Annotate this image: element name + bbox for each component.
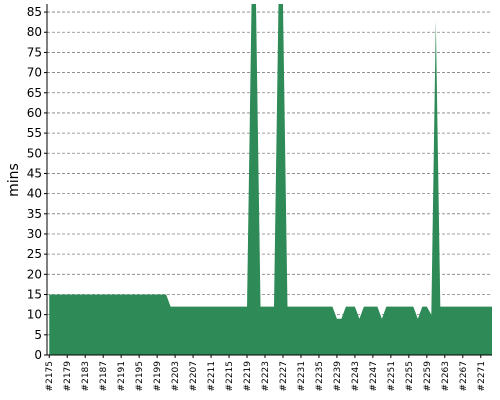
x-tick-label: #2227 [279, 361, 289, 391]
y-tick-label: 35 [27, 207, 42, 221]
y-tick-label: 75 [27, 45, 42, 59]
y-tick-label: 85 [27, 5, 42, 19]
y-tick-label: 50 [27, 146, 42, 160]
y-tick-label: 15 [27, 287, 42, 301]
y-tick-label: 30 [27, 227, 42, 241]
y-axis-label: mins [6, 163, 22, 197]
series-area-fill [49, 4, 492, 355]
x-tick-label: #2239 [333, 361, 343, 392]
y-tick-label: 60 [27, 106, 42, 120]
x-tick-label: #2223 [261, 361, 271, 391]
x-tick-label: #2215 [225, 361, 235, 391]
x-tick-label: #2271 [477, 361, 487, 391]
x-tick-label: #2263 [441, 361, 451, 391]
y-tick-label: 80 [27, 25, 42, 39]
y-tick-label: 55 [27, 126, 42, 140]
x-tick-label: #2235 [315, 361, 325, 391]
x-tick-label: #2191 [117, 361, 127, 391]
y-tick-label: 40 [27, 187, 42, 201]
x-tick-label: #2207 [189, 361, 199, 391]
series-area [49, 4, 492, 355]
x-tick-label: #2195 [135, 361, 145, 391]
x-tick-label: #2243 [351, 361, 361, 391]
x-tick-label: #2251 [387, 361, 397, 391]
x-tick-label: #2219 [243, 361, 253, 392]
x-tick-label: #2247 [369, 361, 379, 391]
x-tick-label: #2259 [423, 361, 433, 392]
y-tick-label: 0 [34, 348, 42, 362]
y-tick-label: 45 [27, 166, 42, 180]
x-tick-label: #2203 [171, 361, 181, 391]
x-tick-label: #2199 [153, 361, 163, 392]
gridlines [47, 11, 492, 336]
x-tick-label: #2255 [405, 361, 415, 391]
x-tick-label: #2183 [81, 361, 91, 391]
y-tick-label: 25 [27, 247, 42, 261]
x-tick-label: #2179 [63, 361, 73, 392]
x-tick-label: #2231 [297, 361, 307, 391]
x-tick-labels: #2175 #2179 #2183 #2187 #2191 #2195 #2199 #2203… [45, 361, 487, 392]
y-tick-label: 20 [27, 267, 42, 281]
x-tick-label: #2187 [99, 361, 109, 391]
axes [44, 4, 492, 358]
y-tick-label: 70 [27, 66, 42, 80]
y-tick-label: 10 [27, 308, 42, 322]
y-tick-label: 5 [34, 328, 42, 342]
x-tick-label: #2211 [207, 361, 217, 391]
y-tick-label: 65 [27, 86, 42, 100]
x-tick-label: #2175 [45, 361, 55, 391]
y-tick-labels: 0 5 10 15 20 25 30 35 40 45 50 55 60 65 70 75 80 85 [27, 5, 42, 362]
x-tick-label: #2267 [459, 361, 469, 391]
